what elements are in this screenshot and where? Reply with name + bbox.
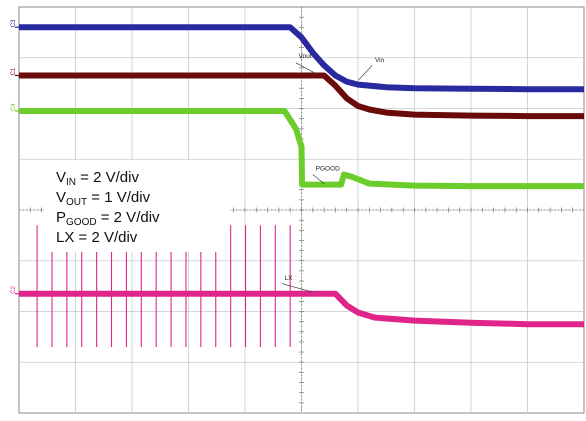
- legend-symbol: V: [56, 189, 66, 206]
- trace-pgood: [19, 108, 584, 190]
- trace-label-leader: [281, 283, 313, 293]
- channel-marker-c4: C4: [11, 103, 17, 111]
- legend-entry: PGOOD = 2 V/div: [56, 209, 160, 228]
- channel-marker-c1: C1: [11, 67, 17, 75]
- legend-subscript: IN: [66, 177, 76, 188]
- legend-subscript: OUT: [66, 197, 87, 208]
- legend-subscript: GOOD: [66, 217, 97, 228]
- legend-scale: = 2 V/div: [74, 229, 137, 246]
- trace-label-leader: [312, 174, 325, 184]
- trace-label-vout: Vout: [299, 53, 312, 60]
- trace-label-lx: LX: [285, 275, 294, 282]
- trace-label-pgood: PGOOD: [316, 165, 341, 172]
- trace-label-leader: [357, 65, 373, 81]
- legend-box: [44, 160, 230, 252]
- trace-labels: Vin Vout PGOOD LX: [281, 53, 385, 293]
- channel-marker-c3: C3: [11, 19, 17, 27]
- legend-entry: LX = 2 V/div: [56, 229, 138, 246]
- legend-entry: VOUT = 1 V/div: [56, 189, 151, 208]
- trace-vin: [19, 24, 584, 93]
- legend-scale: = 2 V/div: [97, 209, 160, 226]
- legend-symbol: P: [56, 209, 66, 226]
- legend-symbol: LX: [56, 229, 74, 246]
- legend-scale: = 2 V/div: [76, 169, 139, 186]
- trace-label-leader: [295, 62, 319, 76]
- legend-entry: VIN = 2 V/div: [56, 169, 139, 188]
- channel-marker-c2: C2: [11, 285, 17, 293]
- trace-lx: [19, 290, 584, 328]
- legend-scale: = 1 V/div: [87, 189, 150, 206]
- trace-label-vin: Vin: [375, 57, 385, 64]
- legend-symbol: V: [56, 169, 66, 186]
- channel-markers: C3 C1 C4 C2: [11, 19, 19, 295]
- trace-vout: [19, 72, 584, 120]
